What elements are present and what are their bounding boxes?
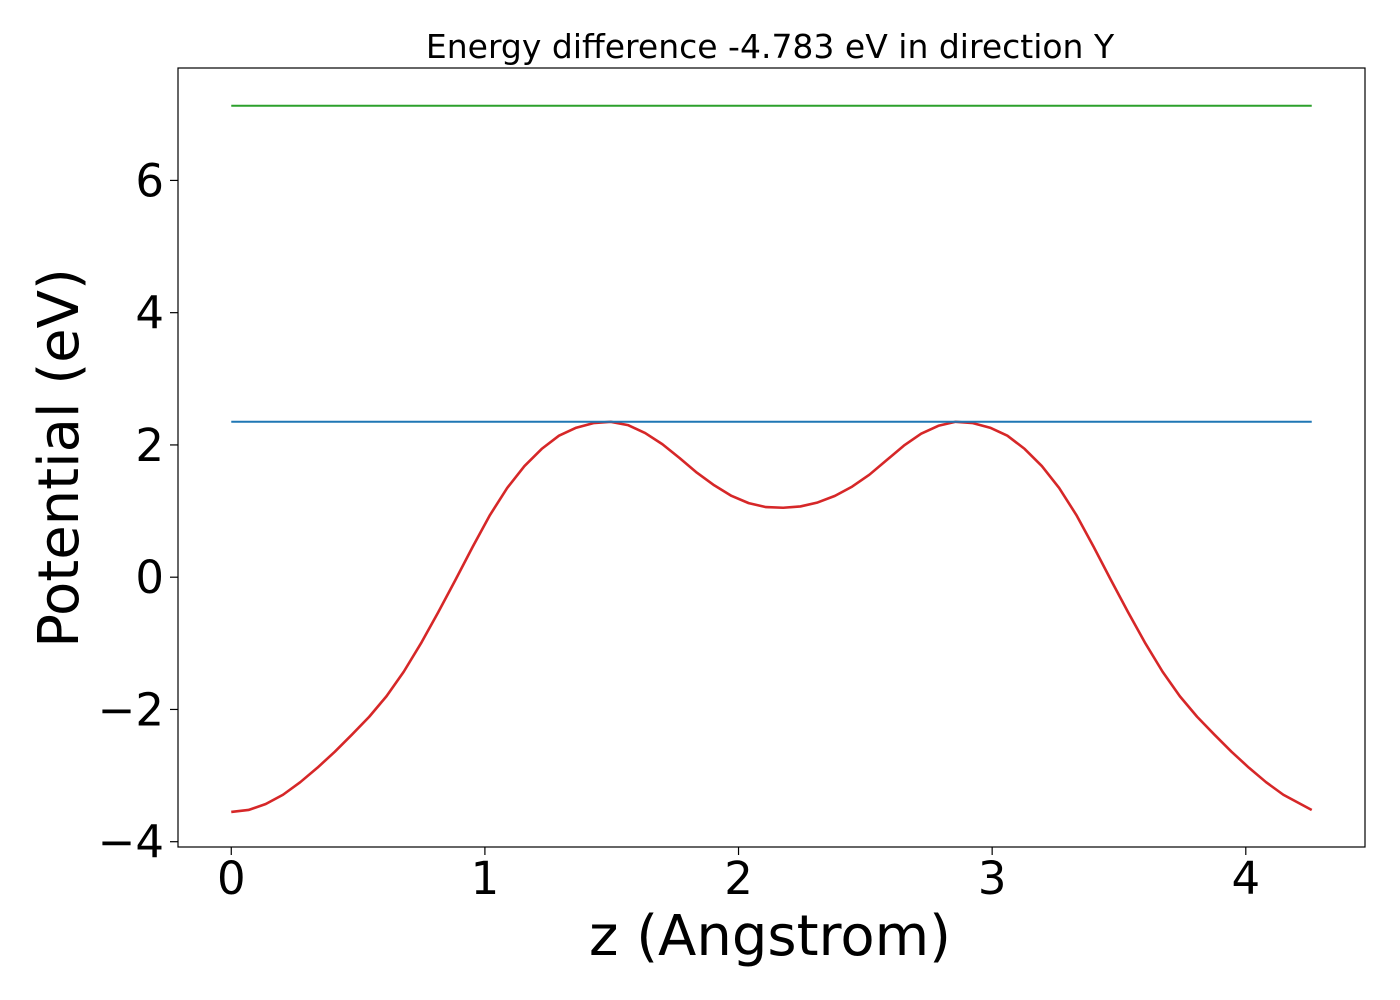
series-layer — [231, 104, 1313, 814]
y-axis: −4 −2 0 2 4 6 — [98, 154, 178, 869]
y-axis-label: Potential (eV) — [27, 268, 92, 648]
series-line-0 — [231, 420, 1313, 814]
x-axis-label: z (Angstrom) — [589, 904, 951, 969]
x-tick-label: 0 — [217, 852, 246, 905]
x-tick-label: 1 — [471, 852, 500, 905]
y-tick-label: 6 — [135, 154, 164, 207]
plot-frame — [177, 67, 1366, 848]
y-tick-label: 4 — [135, 287, 164, 340]
y-tick-label: −4 — [98, 816, 164, 869]
chart-title: Energy difference -4.783 eV in direction… — [426, 27, 1115, 66]
y-tick-label: −2 — [98, 683, 164, 736]
y-tick-label: 0 — [135, 551, 164, 604]
x-axis: 0 1 2 3 4 — [217, 847, 1260, 905]
x-tick-label: 2 — [724, 852, 753, 905]
x-tick-label: 4 — [1231, 852, 1260, 905]
plot-area — [177, 67, 1366, 848]
y-tick-label: 2 — [135, 419, 164, 472]
x-tick-label: 3 — [978, 852, 1007, 905]
